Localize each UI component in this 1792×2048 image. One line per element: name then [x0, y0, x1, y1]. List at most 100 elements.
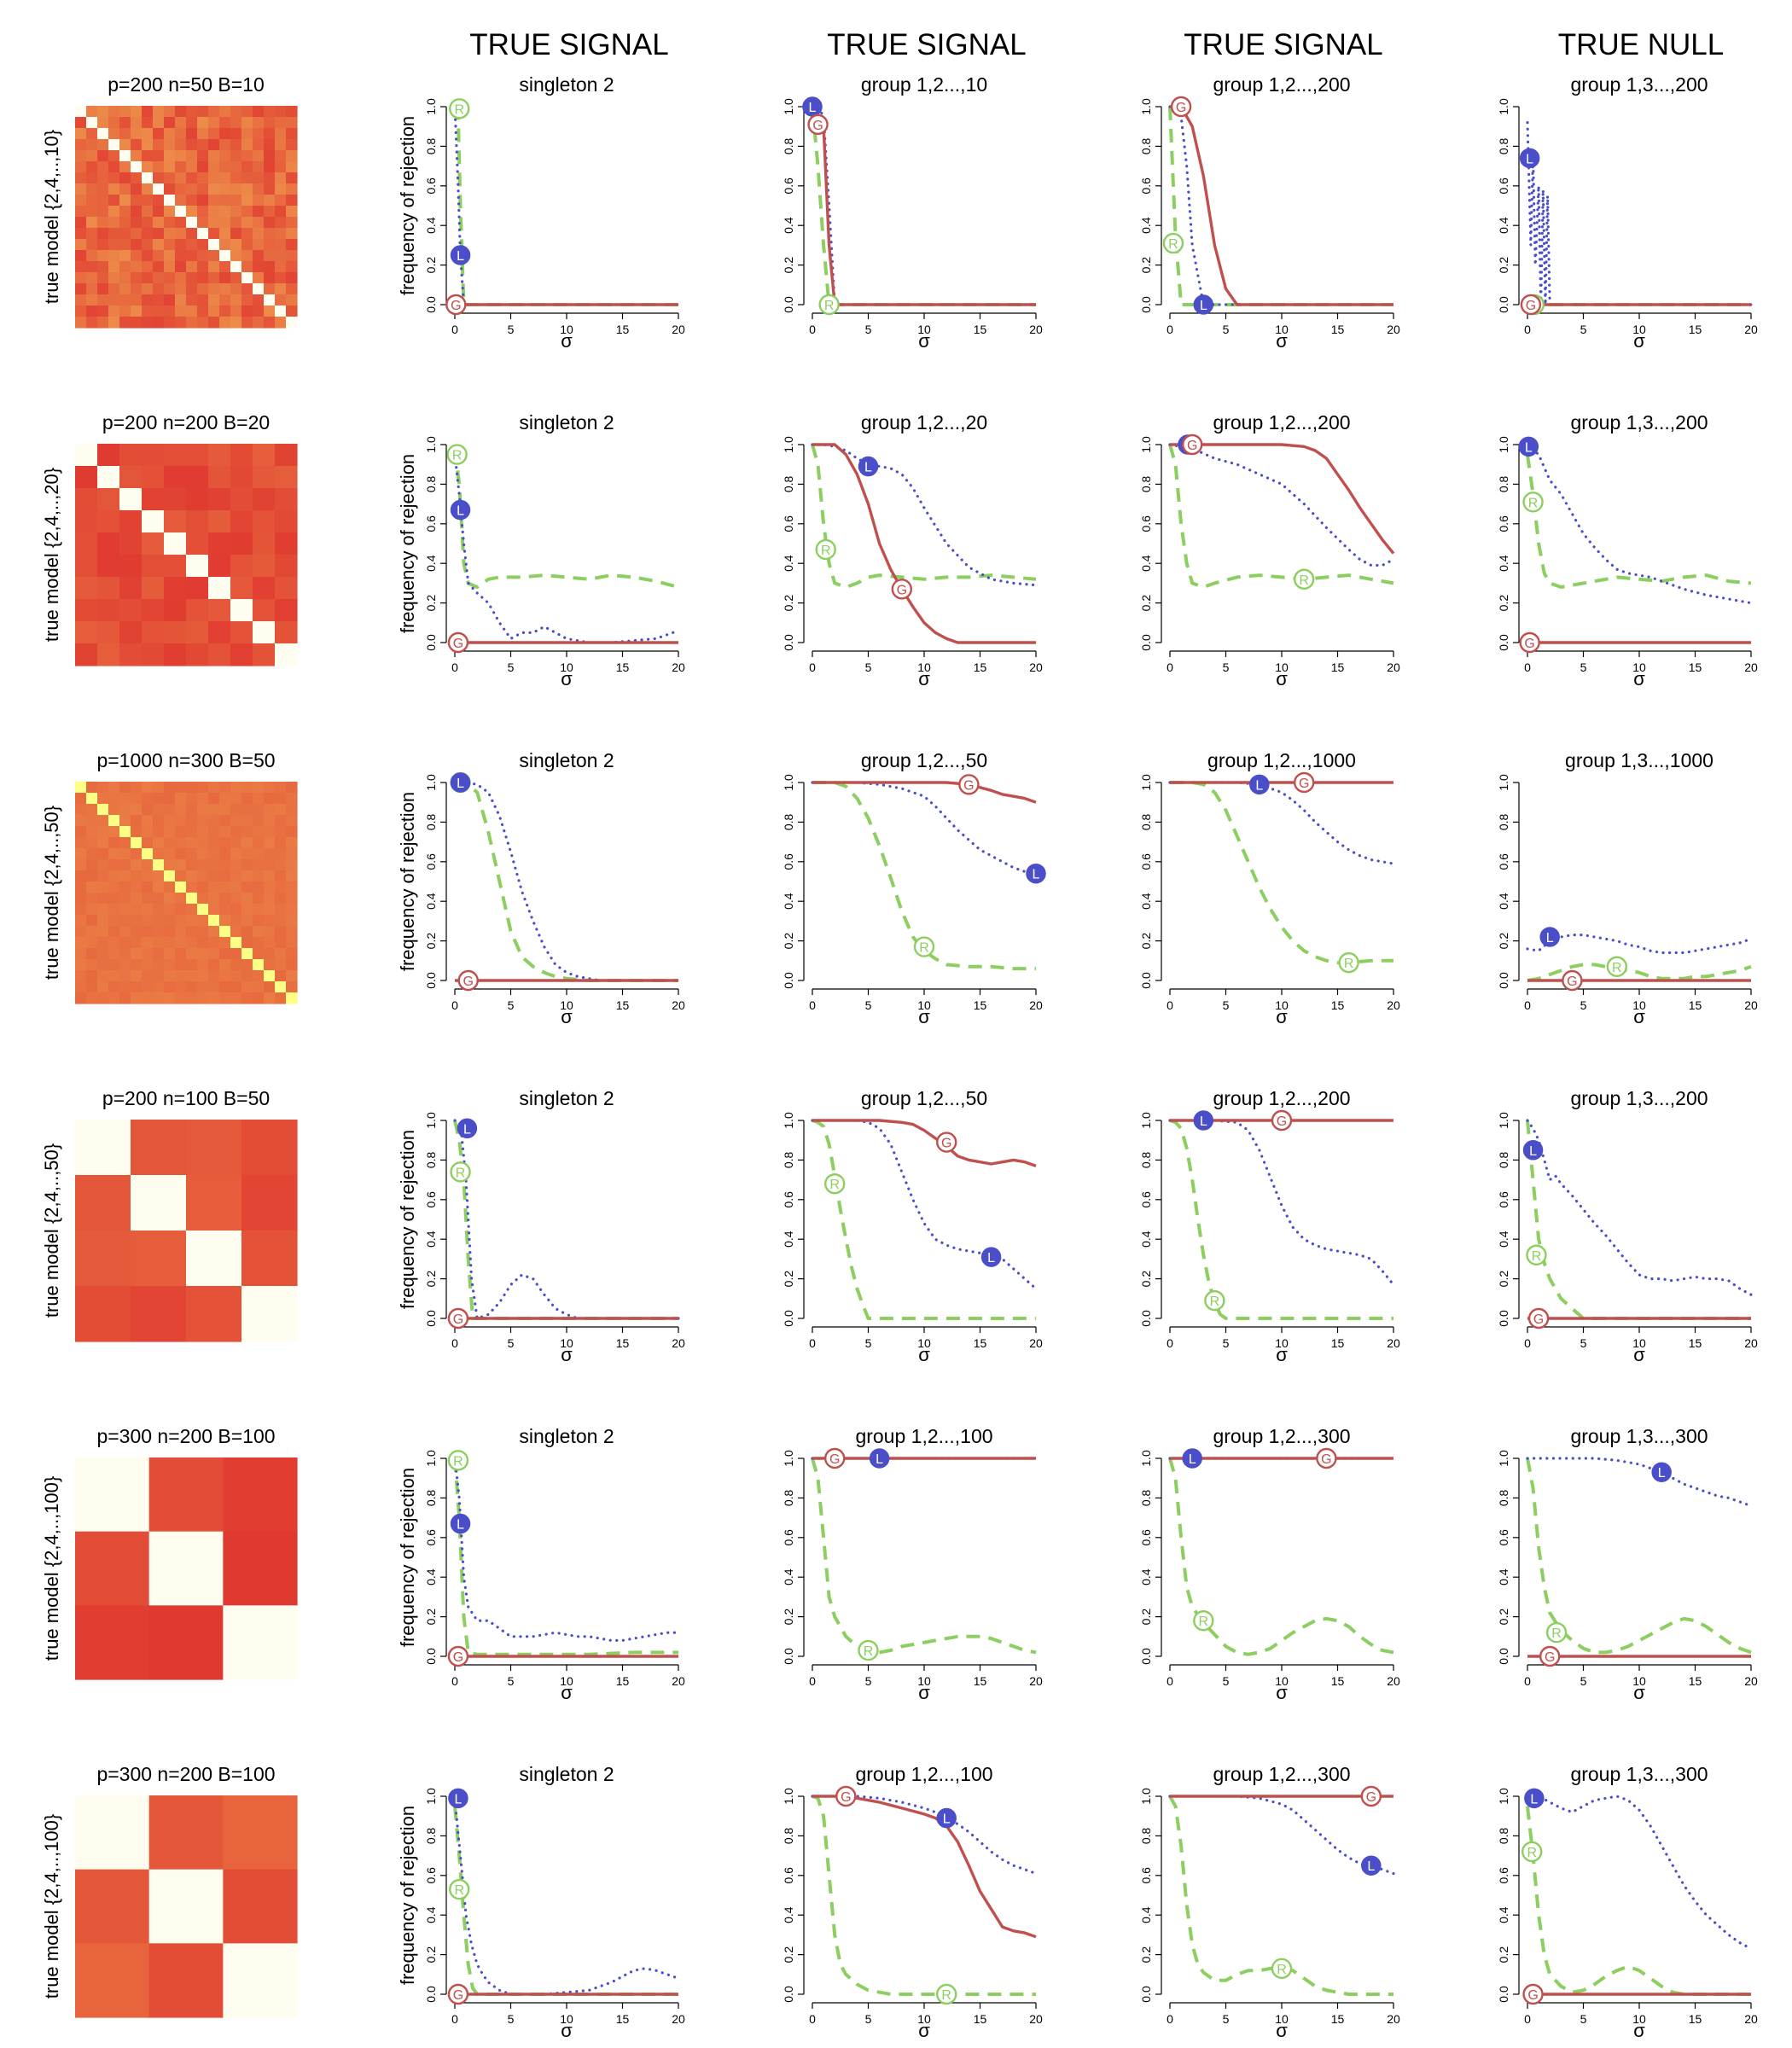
heatmap-cell	[119, 621, 143, 644]
x-tick-label: 10	[1632, 1674, 1646, 1688]
heatmap-cell	[208, 981, 220, 993]
series-marker-G	[935, 1132, 957, 1153]
heatmap-cell	[230, 444, 253, 467]
heatmap-cell	[131, 970, 143, 982]
heatmap-cell	[253, 228, 265, 240]
heatmap-cell	[119, 992, 131, 1004]
x-tick-label: 0	[451, 323, 458, 336]
heatmap-cell	[75, 510, 98, 533]
y-tick-label: 1.0	[782, 1788, 795, 1805]
heatmap-cell	[131, 206, 143, 218]
heatmap-cell	[241, 217, 253, 229]
x-tick-label: 20	[672, 1336, 685, 1350]
series-marker-G	[1271, 1109, 1293, 1132]
heatmap-cell	[142, 904, 154, 916]
series-marker-label: L	[1530, 1792, 1538, 1807]
heatmap-cell	[153, 859, 165, 871]
heatmap-cell	[164, 859, 176, 871]
heatmap-cell	[186, 643, 209, 666]
panel-title: singleton 2	[519, 1087, 614, 1109]
heatmap-cell	[108, 283, 120, 295]
heatmap-cell	[119, 128, 131, 140]
heatmap-cell	[186, 948, 198, 960]
panel-title: group 1,2...,200	[1213, 411, 1350, 433]
x-tick-label: 0	[1167, 660, 1173, 674]
heatmap-cell	[164, 599, 187, 622]
heatmap-cell	[286, 881, 298, 893]
heatmap-cell	[131, 981, 143, 993]
series-line-L	[1526, 443, 1753, 605]
series-marker-label: G	[453, 637, 463, 651]
series-marker-label: L	[463, 1122, 471, 1137]
series-marker-G	[1527, 1307, 1550, 1329]
heatmap-cell	[164, 488, 187, 511]
series-marker-label: R	[454, 102, 464, 117]
heatmap-cell	[175, 804, 187, 816]
heatmap-cell	[175, 948, 187, 960]
series-marker-L	[457, 1118, 478, 1139]
heatmap-cell	[119, 305, 131, 317]
heatmap-cell	[86, 793, 98, 805]
heatmap-cell	[131, 128, 143, 140]
heatmap-cell	[131, 926, 143, 938]
y-tick-label: 0.8	[1497, 1489, 1510, 1506]
x-axis-label: σ	[561, 330, 573, 352]
heatmap-cell	[164, 926, 176, 938]
heatmap-cell	[264, 926, 276, 938]
x-tick-label: 0	[809, 998, 816, 1012]
heatmap-cell	[186, 870, 198, 882]
figure-row-1: p=200 n=50 B=10 true model {2,4,..,10} sin…	[41, 73, 1758, 352]
heatmap-cell	[241, 317, 253, 329]
heatmap-cell	[75, 217, 87, 229]
heatmap-cell	[86, 870, 98, 882]
heatmap-cell	[264, 161, 276, 173]
x-tick-label: 10	[1275, 2012, 1289, 2026]
heatmap-cell	[119, 837, 131, 849]
column-header-2: TRUE SIGNAL	[827, 28, 1026, 61]
heatmap-cell	[264, 239, 276, 251]
heatmap-cell	[175, 217, 187, 229]
heatmap-cell	[286, 106, 298, 118]
series-marker-label: G	[1545, 1650, 1555, 1665]
heatmap-title: p=1000 n=300 B=50	[96, 749, 275, 771]
heatmap-cell	[241, 150, 253, 162]
heatmap-cell	[186, 992, 198, 1004]
heatmap-cell	[241, 161, 253, 173]
series-marker-R	[815, 538, 836, 561]
heatmap-cell	[186, 206, 198, 218]
heatmap-cell	[230, 239, 242, 251]
x-tick-label: 0	[1167, 323, 1173, 336]
heatmap-cell	[186, 793, 198, 805]
x-axis-label: σ	[561, 1006, 573, 1027]
heatmap-cell	[75, 555, 98, 578]
heatmap-cell	[164, 228, 176, 240]
heatmap-cell	[86, 804, 98, 816]
heatmap-cell	[164, 466, 187, 489]
heatmap-cell	[264, 948, 276, 960]
heatmap-cell	[275, 117, 287, 129]
heatmap-cell	[230, 621, 253, 644]
x-tick-label: 20	[672, 323, 685, 336]
heatmap-cell	[223, 1943, 298, 2018]
heatmap-cell	[97, 915, 109, 927]
heatmap-cell	[197, 793, 209, 805]
heatmap-cell	[230, 870, 242, 882]
x-tick-label: 20	[1387, 1674, 1400, 1688]
series-marker-label: L	[1525, 440, 1533, 455]
heatmap-cell	[286, 859, 298, 871]
heatmap-cell	[164, 117, 176, 129]
x-tick-label: 5	[865, 323, 872, 336]
y-tick-label: 1.0	[1497, 1112, 1510, 1129]
heatmap-cell	[208, 183, 220, 195]
heatmap-cell	[264, 804, 276, 816]
heatmap-cell	[175, 937, 187, 949]
heatmap-cell	[197, 782, 209, 794]
x-tick-label: 10	[1275, 660, 1289, 674]
series-line-L	[1526, 934, 1753, 955]
heatmap-cell	[75, 150, 87, 162]
x-tick-label: 20	[1387, 998, 1400, 1012]
heatmap-cell	[153, 195, 165, 207]
heatmap-cell	[131, 893, 143, 905]
heatmap-cell	[230, 599, 253, 622]
heatmap-cell	[264, 317, 276, 329]
